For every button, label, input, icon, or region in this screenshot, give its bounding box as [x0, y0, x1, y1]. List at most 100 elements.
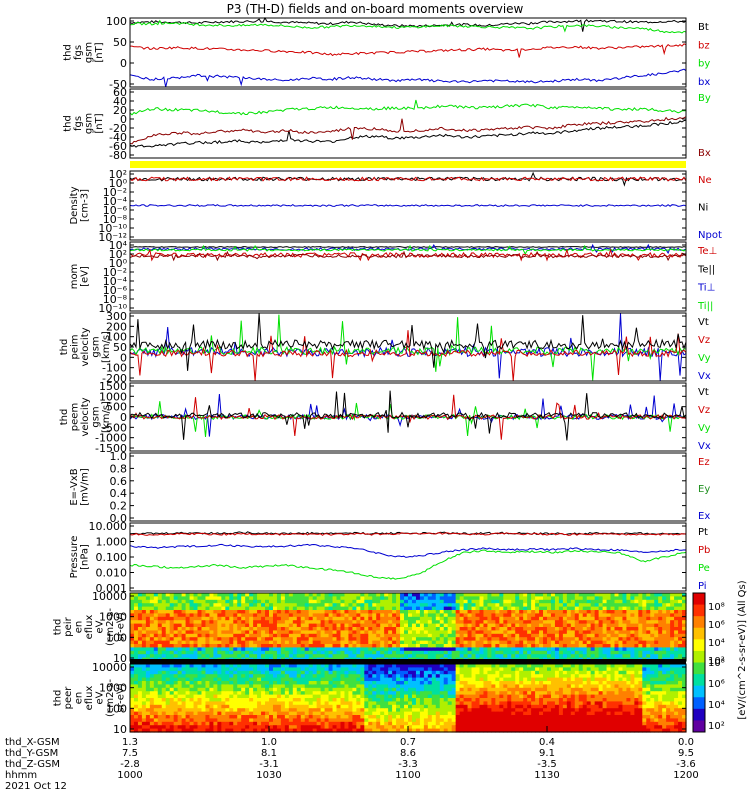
heatmap-cell — [269, 677, 274, 682]
heatmap-cell — [269, 698, 274, 702]
heatmap-cell — [614, 620, 620, 625]
heatmap-cell — [197, 599, 203, 604]
heatmap-cell — [145, 623, 151, 628]
heatmap-cell — [209, 725, 214, 730]
heatmap-cell — [467, 728, 473, 733]
heatmap-cell — [173, 694, 179, 699]
heatmap-cell — [483, 677, 489, 682]
heatmap-cell — [265, 667, 270, 672]
heatmap-cell — [189, 728, 195, 733]
heatmap-cell — [380, 647, 385, 652]
heatmap-cell — [483, 694, 489, 699]
heatmap-cell — [249, 630, 254, 635]
heatmap-cell — [352, 593, 357, 597]
heatmap-cell — [554, 677, 560, 682]
heatmap-cell — [554, 684, 560, 689]
heatmap-cell — [622, 606, 628, 611]
heatmap-cell — [193, 650, 199, 655]
heatmap-cell — [523, 721, 528, 726]
heatmap-cell — [141, 725, 147, 730]
heatmap-cell — [614, 599, 620, 604]
heatmap-cell — [312, 610, 318, 614]
heatmap-cell — [670, 633, 675, 638]
heatmap-cell — [137, 620, 143, 625]
heatmap-cell — [622, 630, 628, 635]
heatmap-cell — [396, 677, 401, 682]
heatmap-cell — [201, 701, 207, 706]
heatmap-cell — [141, 627, 147, 631]
heatmap-cell — [130, 715, 135, 719]
heatmap-cell — [447, 633, 453, 638]
heatmap-cell — [396, 667, 401, 672]
heatmap-cell — [233, 647, 238, 652]
heatmap-cell — [352, 670, 357, 675]
heatmap-cell — [392, 654, 397, 659]
heatmap-cell — [221, 593, 226, 597]
heatmap-cell — [447, 630, 453, 635]
heatmap-cell — [165, 667, 171, 672]
heatmap-cell — [400, 725, 405, 730]
heatmap-cell — [372, 640, 377, 645]
heatmap-cell — [193, 606, 199, 611]
heatmap-cell — [582, 610, 588, 614]
heatmap-cell — [193, 654, 199, 659]
heatmap-cell — [324, 633, 330, 638]
heatmap-cell — [578, 630, 584, 635]
heatmap-cell — [177, 667, 183, 672]
heatmap-cell — [622, 616, 628, 621]
heatmap-cell — [574, 606, 580, 611]
heatmap-cell — [682, 620, 687, 625]
heatmap-cell — [340, 708, 346, 713]
heatmap-cell — [201, 599, 207, 604]
heatmap-cell — [233, 613, 238, 618]
heatmap-cell — [352, 637, 357, 642]
heatmap-cell — [531, 593, 536, 597]
heatmap-cell — [380, 593, 385, 597]
heatmap-cell — [304, 701, 310, 706]
heatmap-cell — [280, 704, 286, 709]
heatmap-cell — [578, 633, 584, 638]
heatmap-cell — [392, 633, 397, 638]
heatmap-cell — [419, 633, 425, 638]
heatmap-cell — [364, 613, 369, 618]
heatmap-cell — [177, 644, 183, 648]
heatmap-cell — [570, 654, 576, 659]
heatmap-cell — [197, 650, 203, 655]
heatmap-cell — [547, 725, 552, 730]
heatmap-cell — [408, 711, 413, 716]
heatmap-cell — [209, 647, 214, 652]
heatmap-cell — [225, 715, 230, 719]
heatmap-cell — [423, 623, 429, 628]
heatmap-cell — [261, 677, 266, 682]
heatmap-cell — [511, 640, 516, 645]
heatmap-cell — [431, 721, 437, 726]
heatmap-cell — [161, 728, 167, 733]
heatmap-cell — [241, 654, 246, 659]
heatmap-cell — [185, 596, 191, 601]
heatmap-cell — [459, 650, 465, 655]
heatmap-cell — [423, 677, 429, 682]
heatmap-cell — [269, 613, 274, 618]
heatmap-cell — [328, 708, 334, 713]
heatmap-cell — [364, 704, 369, 709]
heatmap-cell — [372, 627, 377, 631]
heatmap-cell — [499, 596, 504, 601]
heatmap-cell — [272, 650, 278, 655]
heatmap-cell — [368, 654, 373, 659]
heatmap-cell — [312, 725, 318, 730]
heatmap-cell — [618, 593, 624, 597]
heatmap-cell — [189, 640, 195, 645]
heatmap-cell — [646, 596, 651, 601]
heatmap-cell — [344, 691, 350, 696]
heatmap-cell — [622, 603, 628, 608]
heatmap-cell — [217, 725, 222, 730]
heatmap-cell — [646, 644, 651, 648]
heatmap-cell — [197, 654, 203, 659]
heatmap-cell — [491, 667, 496, 672]
heatmap-cell — [304, 613, 310, 618]
heatmap-cell — [455, 633, 461, 638]
heatmap-cell — [578, 616, 584, 621]
heatmap-cell — [300, 715, 306, 719]
heatmap-cell — [662, 606, 667, 611]
heatmap-cell — [527, 613, 532, 618]
